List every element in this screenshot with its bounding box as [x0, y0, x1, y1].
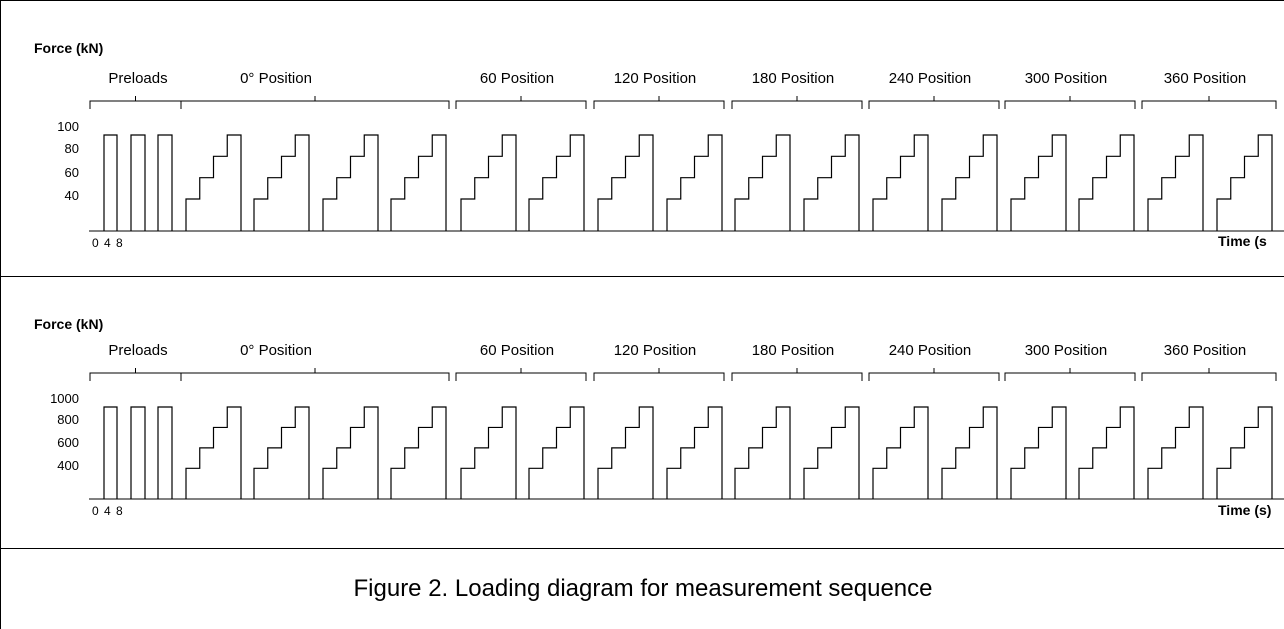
- load-staircase: [185, 134, 242, 231]
- group-brace: [868, 368, 1000, 381]
- preload-pulse: [103, 406, 118, 499]
- chart-bottom: Force (kN) 1000 800 600 400 0 4 8 Time (s) Preloa…: [34, 316, 1284, 518]
- x-axis-label: Time (s: [1218, 233, 1267, 249]
- group-brace: [593, 96, 725, 109]
- group-brace: [89, 96, 182, 109]
- load-staircase: [872, 406, 929, 499]
- preload-pulse: [157, 134, 173, 231]
- caption-panel: Figure 2. Loading diagram for measuremen…: [0, 548, 1284, 629]
- group-brace: [593, 368, 725, 381]
- load-staircase: [460, 406, 517, 499]
- y-tick-label: 100: [57, 119, 79, 134]
- group-brace: [731, 368, 863, 381]
- load-staircase: [322, 406, 379, 499]
- group-brace: [455, 96, 587, 109]
- group-brace: [1141, 96, 1277, 109]
- load-staircase: [528, 406, 585, 499]
- group-label: Preloads: [108, 70, 167, 87]
- chart-panel-top: Force (kN) 100 80 60 40 0 4 8 Time (s Preloads 0° …: [0, 0, 1284, 277]
- load-staircase: [390, 134, 447, 231]
- y-tick-label: 600: [57, 435, 79, 450]
- group-label: 300 Position: [1025, 70, 1108, 87]
- load-staircase: [390, 406, 447, 499]
- group-brace: [180, 96, 450, 109]
- load-staircase: [1078, 134, 1135, 231]
- group-brace: [1004, 368, 1136, 381]
- y-axis-label: Force (kN): [34, 316, 103, 332]
- load-staircase: [528, 134, 585, 231]
- group-brace: [180, 368, 450, 381]
- load-staircase: [597, 134, 654, 231]
- load-staircase: [253, 406, 310, 499]
- load-staircase: [734, 134, 791, 231]
- load-staircase: [803, 134, 860, 231]
- preload-pulse: [157, 406, 173, 499]
- load-staircase: [185, 406, 242, 499]
- group-brace: [731, 96, 863, 109]
- chart-top: Force (kN) 100 80 60 40 0 4 8 Time (s Preloads 0° …: [34, 40, 1284, 250]
- group-label: 180 Position: [752, 342, 835, 359]
- group-label: 0° Position: [240, 70, 312, 87]
- load-staircase: [1010, 406, 1067, 499]
- group-label: 120 Position: [614, 70, 697, 87]
- group-label: 240 Position: [889, 342, 972, 359]
- load-staircase: [253, 134, 310, 231]
- load-staircase: [1216, 406, 1273, 499]
- load-staircase: [1078, 406, 1135, 499]
- group-label: 0° Position: [240, 342, 312, 359]
- preload-pulse: [103, 134, 118, 231]
- group-brace: [89, 368, 182, 381]
- group-label: Preloads: [108, 342, 167, 359]
- load-staircase: [1147, 406, 1204, 499]
- group-label: 240 Position: [889, 70, 972, 87]
- preload-pulse: [130, 406, 146, 499]
- group-brace: [1004, 96, 1136, 109]
- y-tick-label: 80: [65, 141, 79, 156]
- group-label: 360 Position: [1164, 70, 1247, 87]
- load-staircase: [597, 406, 654, 499]
- load-staircase: [941, 134, 998, 231]
- load-staircase: [734, 406, 791, 499]
- group-brace: [455, 368, 587, 381]
- load-staircase: [1147, 134, 1204, 231]
- group-label: 180 Position: [752, 70, 835, 87]
- group-label: 300 Position: [1025, 342, 1108, 359]
- x-tick-label: 4: [104, 236, 111, 250]
- x-tick-label: 0: [92, 236, 99, 250]
- load-staircase: [460, 134, 517, 231]
- load-staircase: [1010, 134, 1067, 231]
- y-tick-label: 40: [65, 188, 79, 203]
- group-label: 120 Position: [614, 342, 697, 359]
- load-staircase: [803, 406, 860, 499]
- load-staircase: [666, 406, 723, 499]
- x-tick-label: 4: [104, 504, 111, 518]
- x-axis-label: Time (s): [1218, 502, 1271, 518]
- group-label: 360 Position: [1164, 342, 1247, 359]
- y-tick-label: 400: [57, 458, 79, 473]
- group-label: 60 Position: [480, 70, 554, 87]
- x-tick-label: 8: [116, 504, 123, 518]
- group-brace: [1141, 368, 1277, 381]
- x-tick-label: 8: [116, 236, 123, 250]
- load-staircase: [1216, 134, 1273, 231]
- y-axis-label: Force (kN): [34, 40, 103, 56]
- x-tick-label: 0: [92, 504, 99, 518]
- figure-caption: Figure 2. Loading diagram for measuremen…: [353, 575, 933, 602]
- chart-panel-bottom: Force (kN) 1000 800 600 400 0 4 8 Time (s) Preloa…: [0, 276, 1284, 549]
- load-staircase: [941, 406, 998, 499]
- load-staircase: [322, 134, 379, 231]
- load-staircase: [666, 134, 723, 231]
- y-tick-label: 60: [65, 165, 79, 180]
- preload-pulse: [130, 134, 146, 231]
- group-label: 60 Position: [480, 342, 554, 359]
- group-brace: [868, 96, 1000, 109]
- y-tick-label: 1000: [50, 391, 79, 406]
- load-staircase: [872, 134, 929, 231]
- y-tick-label: 800: [57, 412, 79, 427]
